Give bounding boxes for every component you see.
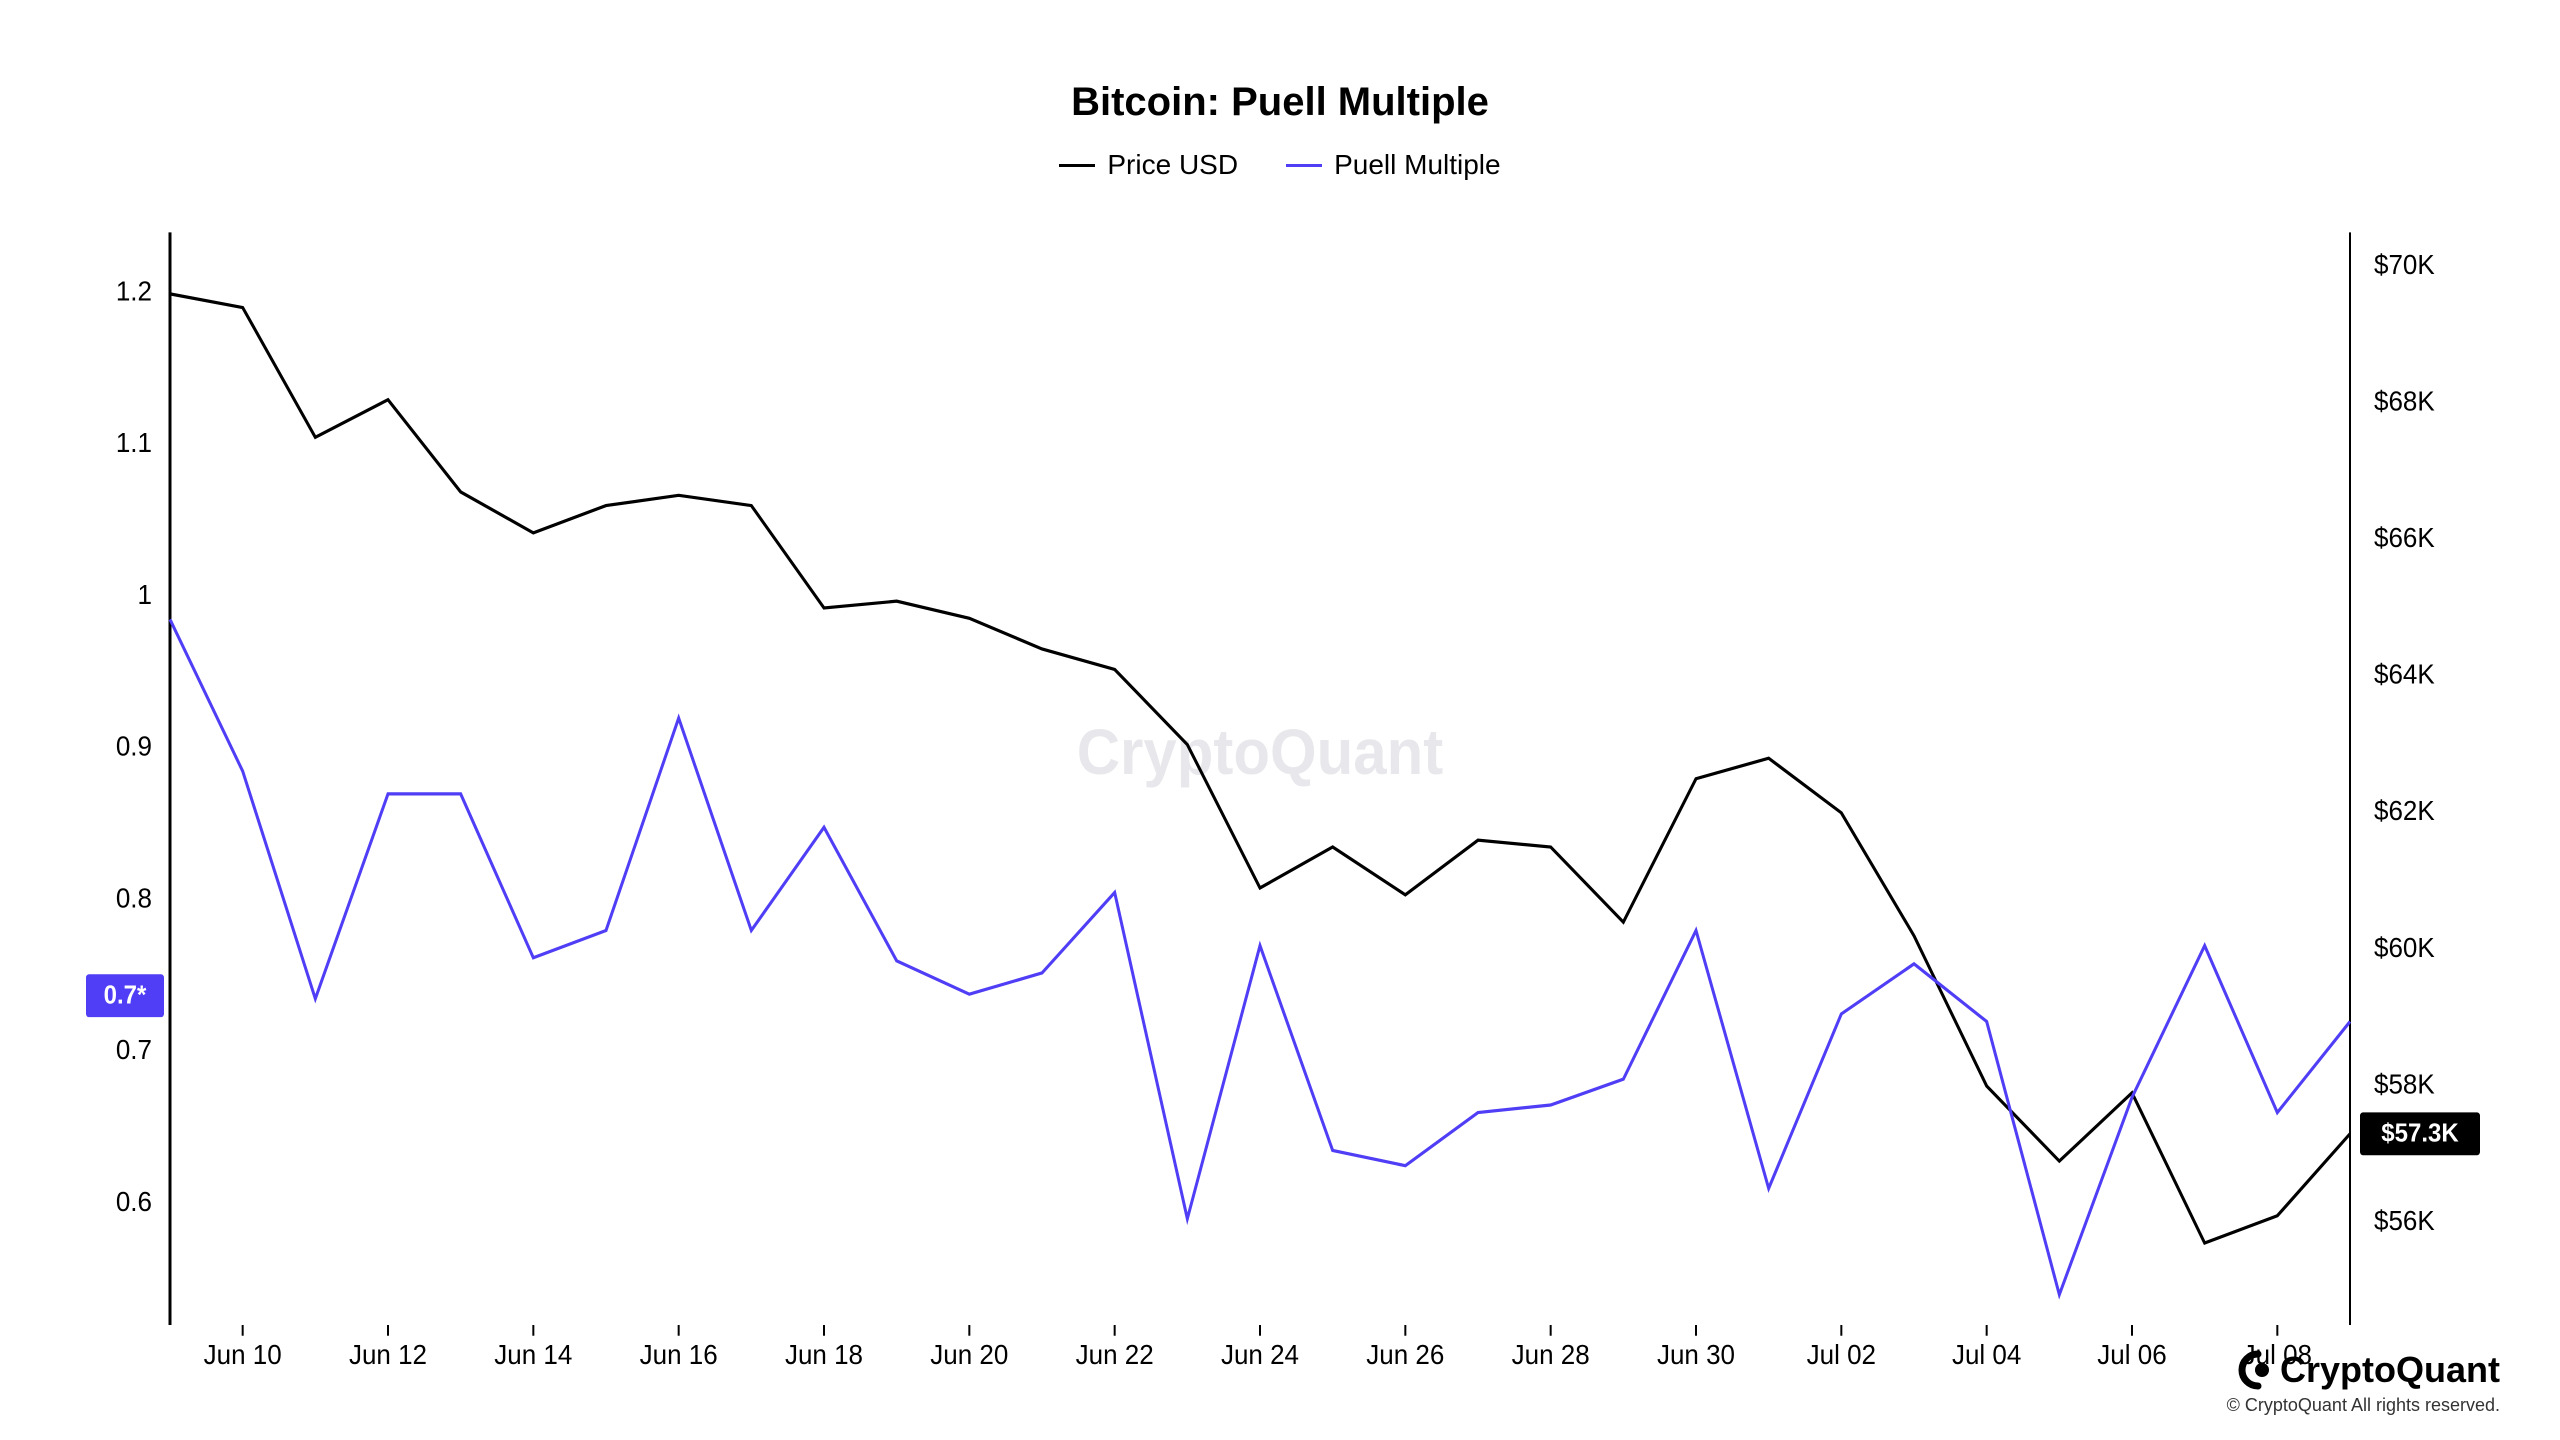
y-right-tick-label: $58K [2374,1069,2435,1100]
watermark: CryptoQuant [1077,717,1444,788]
footer: CryptoQuant © CryptoQuant All rights res… [2227,1349,2500,1416]
y-left-tick-label: 1 [138,579,152,610]
legend: Price USD Puell Multiple [60,149,2500,181]
y-left-tick-label: 1.2 [116,276,152,307]
x-tick-label: Jul 06 [2097,1339,2166,1370]
x-tick-label: Jul 04 [1952,1339,2021,1370]
legend-label-puell: Puell Multiple [1334,149,1501,181]
x-tick-label: Jun 14 [494,1339,572,1370]
chart-title: Bitcoin: Puell Multiple [60,80,2500,125]
x-tick-label: Jun 28 [1512,1339,1590,1370]
y-right-tick-label: $68K [2374,386,2435,417]
y-left-tick-label: 0.9 [116,731,152,762]
y-right-tick-label: $62K [2374,795,2435,826]
x-tick-label: Jun 12 [349,1339,427,1370]
x-tick-label: Jun 18 [785,1339,863,1370]
legend-item-puell: Puell Multiple [1286,149,1501,181]
x-tick-label: Jun 24 [1221,1339,1299,1370]
brand: CryptoQuant [2227,1349,2500,1391]
y-right-badge-label: $57.3K [2381,1119,2458,1148]
x-tick-label: Jun 20 [930,1339,1008,1370]
brand-logo-icon [2230,1350,2270,1390]
legend-label-price: Price USD [1107,149,1238,181]
y-right-tick-label: $56K [2374,1205,2435,1236]
legend-item-price: Price USD [1059,149,1238,181]
x-tick-label: Jun 26 [1366,1339,1444,1370]
y-left-tick-label: 0.7 [116,1034,152,1065]
x-tick-label: Jun 30 [1657,1339,1735,1370]
y-right-tick-label: $70K [2374,249,2435,280]
y-left-tick-label: 0.8 [116,883,152,914]
legend-swatch-price [1059,164,1095,167]
y-left-tick-label: 0.6 [116,1186,152,1217]
x-tick-label: Jun 10 [204,1339,282,1370]
y-left-tick-label: 1.1 [116,427,152,458]
y-right-tick-label: $64K [2374,659,2435,690]
legend-swatch-puell [1286,164,1322,167]
x-tick-label: Jun 16 [640,1339,718,1370]
y-right-tick-label: $60K [2374,932,2435,963]
y-left-badge-label: 0.7* [104,981,147,1010]
x-tick-label: Jul 02 [1807,1339,1876,1370]
chart-svg: CryptoQuant 0.6 0.7 0.8 0.9 1 1.1 1.2 $56K $58K $6… [60,211,2500,1400]
brand-label: CryptoQuant [2280,1349,2500,1391]
copyright: © CryptoQuant All rights reserved. [2227,1395,2500,1416]
y-right-tick-label: $66K [2374,522,2435,553]
x-tick-label: Jun 22 [1076,1339,1154,1370]
chart-area: CryptoQuant 0.6 0.7 0.8 0.9 1 1.1 1.2 $56K $58K $6… [60,211,2500,1400]
